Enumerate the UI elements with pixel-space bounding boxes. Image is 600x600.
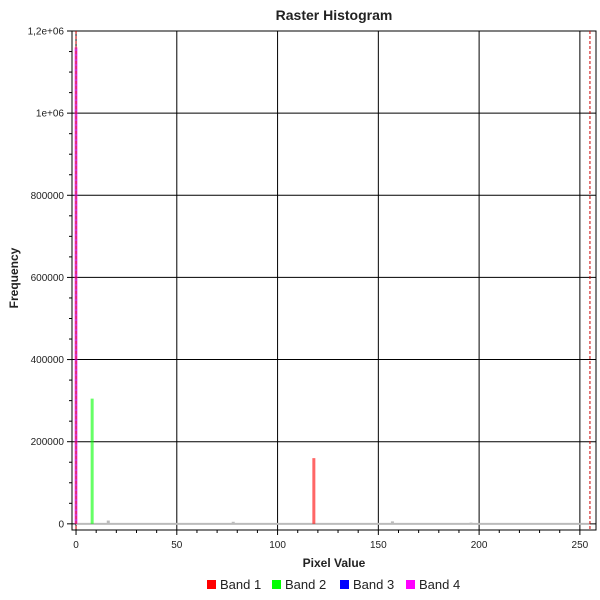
legend-swatch-2	[272, 580, 281, 589]
legend-label-1: Band 1	[220, 577, 261, 592]
reference-lines	[75, 31, 591, 530]
legend-label-2: Band 2	[285, 577, 326, 592]
legend-item-band-2[interactable]: Band 2	[272, 577, 326, 592]
x-tick-label-5: 250	[572, 540, 589, 551]
x-tick-label-2: 100	[269, 540, 286, 551]
y-axis-ticks: 0 200000 400000 600000 800000 1e+06 1,2e+06	[28, 27, 72, 530]
x-axis-label: Pixel Value	[303, 556, 366, 570]
y-tick-label-2: 400000	[31, 355, 65, 366]
x-tick-label-0: 0	[73, 540, 79, 551]
minor-bars	[106, 520, 473, 524]
x-tick-label-4: 200	[471, 540, 488, 551]
y-axis-label: Frequency	[7, 247, 21, 308]
y-tick-label-5: 1e+06	[36, 109, 65, 120]
histogram-bars	[74, 47, 316, 524]
legend-item-band-3[interactable]: Band 3	[340, 577, 394, 592]
legend-swatch-4	[406, 580, 415, 589]
x-tick-label-1: 50	[171, 540, 183, 551]
chart-title: Raster Histogram	[276, 7, 393, 23]
legend-label-3: Band 3	[353, 577, 394, 592]
x-tick-label-3: 150	[370, 540, 387, 551]
legend-item-band-1[interactable]: Band 1	[207, 577, 261, 592]
x-axis-ticks: 0 50 100 150 200 250	[73, 530, 589, 551]
plot-area	[71, 30, 597, 531]
legend-swatch-1	[207, 580, 216, 589]
y-tick-label-0: 0	[58, 519, 64, 530]
grid-lines	[72, 30, 596, 530]
legend-swatch-3	[340, 580, 349, 589]
legend: Band 1 Band 2 Band 3 Band 4	[207, 577, 460, 592]
legend-label-4: Band 4	[419, 577, 460, 592]
y-tick-label-6: 1,2e+06	[28, 27, 65, 38]
legend-item-band-4[interactable]: Band 4	[406, 577, 460, 592]
y-tick-label-4: 800000	[31, 191, 65, 202]
y-tick-label-1: 200000	[31, 437, 65, 448]
y-tick-label-3: 600000	[31, 273, 65, 284]
